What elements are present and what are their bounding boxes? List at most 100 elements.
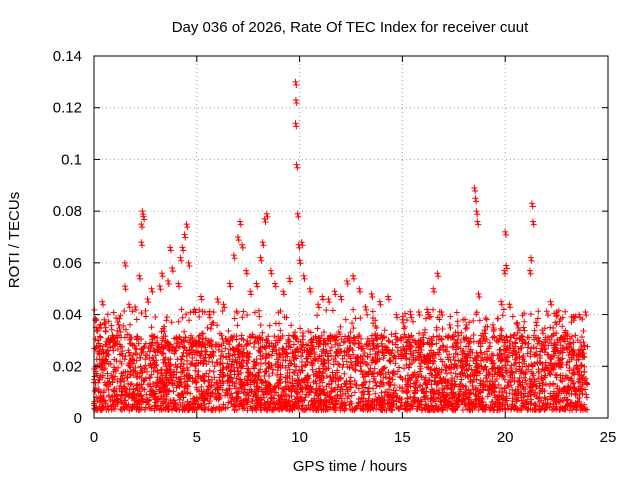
data-point-band [177, 355, 184, 362]
data-point-band [164, 313, 171, 320]
data-point-band [262, 369, 269, 376]
data-point-band [380, 404, 387, 411]
data-point-band [277, 393, 284, 400]
data-point-band [313, 380, 320, 387]
data-point-band [531, 327, 538, 334]
data-point-band [347, 380, 354, 387]
data-point-band [186, 401, 193, 408]
data-point-band [357, 360, 364, 367]
data-point-band [279, 349, 286, 356]
data-point-band [97, 395, 104, 402]
data-point-band [244, 352, 251, 359]
data-point-band [217, 380, 224, 387]
data-point-band [214, 387, 221, 394]
data-point-band [129, 308, 136, 315]
data-point-band [370, 357, 377, 364]
data-point-band [414, 387, 421, 394]
data-point-band [206, 379, 213, 386]
data-point-band [499, 388, 506, 395]
data-point-band [164, 403, 171, 410]
data-point-band [497, 325, 504, 332]
data-point-band [239, 314, 246, 321]
data-point-band [143, 368, 150, 375]
data-point-band [118, 360, 125, 367]
data-point-band [463, 367, 470, 374]
data-point-band [329, 374, 336, 381]
data-point-band [316, 383, 323, 390]
data-point-band [421, 353, 428, 360]
data-point-band [369, 308, 376, 315]
data-point-band [304, 358, 311, 365]
data-point-band [433, 340, 440, 347]
data-point-band [310, 335, 317, 342]
data-point-band [121, 356, 128, 363]
data-point-band [360, 374, 367, 381]
data-point-band [287, 402, 294, 409]
data-point-band [96, 351, 103, 358]
data-point-band [416, 344, 423, 351]
data-point-band [470, 317, 477, 324]
data-point-band [466, 319, 473, 326]
data-point-band [116, 341, 123, 348]
data-point-band [437, 377, 444, 384]
data-point-band [479, 386, 486, 393]
data-point-band [290, 354, 297, 361]
data-point-band [548, 356, 555, 363]
data-point-band [430, 306, 437, 313]
data-point-band [532, 402, 539, 409]
data-point-band [434, 406, 441, 413]
data-point-band [547, 324, 554, 331]
data-point-band [326, 380, 333, 387]
data-point-band [475, 388, 482, 395]
data-point-band [278, 392, 285, 399]
data-point-band [201, 377, 208, 384]
data-point-band [208, 405, 215, 412]
data-point-band [256, 307, 263, 314]
data-point-band [105, 386, 112, 393]
data-point-band [315, 397, 322, 404]
data-point-band [310, 399, 317, 406]
data-point-band [577, 403, 584, 410]
data-point-band [239, 401, 246, 408]
data-point-band [428, 336, 435, 343]
data-point-band [331, 404, 338, 411]
data-point-band [405, 405, 412, 412]
data-point-band [527, 311, 534, 318]
data-point-band [313, 390, 320, 397]
data-point-band [193, 396, 200, 403]
data-point-band [257, 366, 264, 373]
data-point-band [577, 402, 584, 409]
data-point-band [261, 372, 268, 379]
data-point-band [232, 380, 239, 387]
data-point-band [541, 394, 548, 401]
data-point-band [248, 388, 255, 395]
data-point-band [578, 333, 585, 340]
data-point-band [125, 349, 132, 356]
data-point-band [475, 400, 482, 407]
data-point-band [485, 345, 492, 352]
data-point-band [428, 366, 435, 373]
data-point-band [228, 398, 235, 405]
data-point-band [225, 399, 232, 406]
data-point-band [565, 352, 572, 359]
data-point-band [370, 320, 377, 327]
data-point-band [216, 376, 223, 383]
data-point-band [467, 390, 474, 397]
data-point-band [122, 397, 129, 404]
data-point-band [314, 312, 321, 319]
data-point-band [335, 381, 342, 388]
data-point-band [500, 373, 507, 380]
data-point-band [572, 392, 579, 399]
data-point-band [298, 343, 305, 350]
data-point-band [550, 325, 557, 332]
data-point-band [226, 341, 233, 348]
data-point-band [527, 392, 534, 399]
data-point-band [229, 336, 236, 343]
data-point-band [542, 362, 549, 369]
data-point-band [206, 308, 213, 315]
data-point-band [268, 352, 275, 359]
data-point-band [176, 406, 183, 413]
data-point-band [355, 400, 362, 407]
data-point-band [130, 367, 137, 374]
data-point-band [563, 361, 570, 368]
